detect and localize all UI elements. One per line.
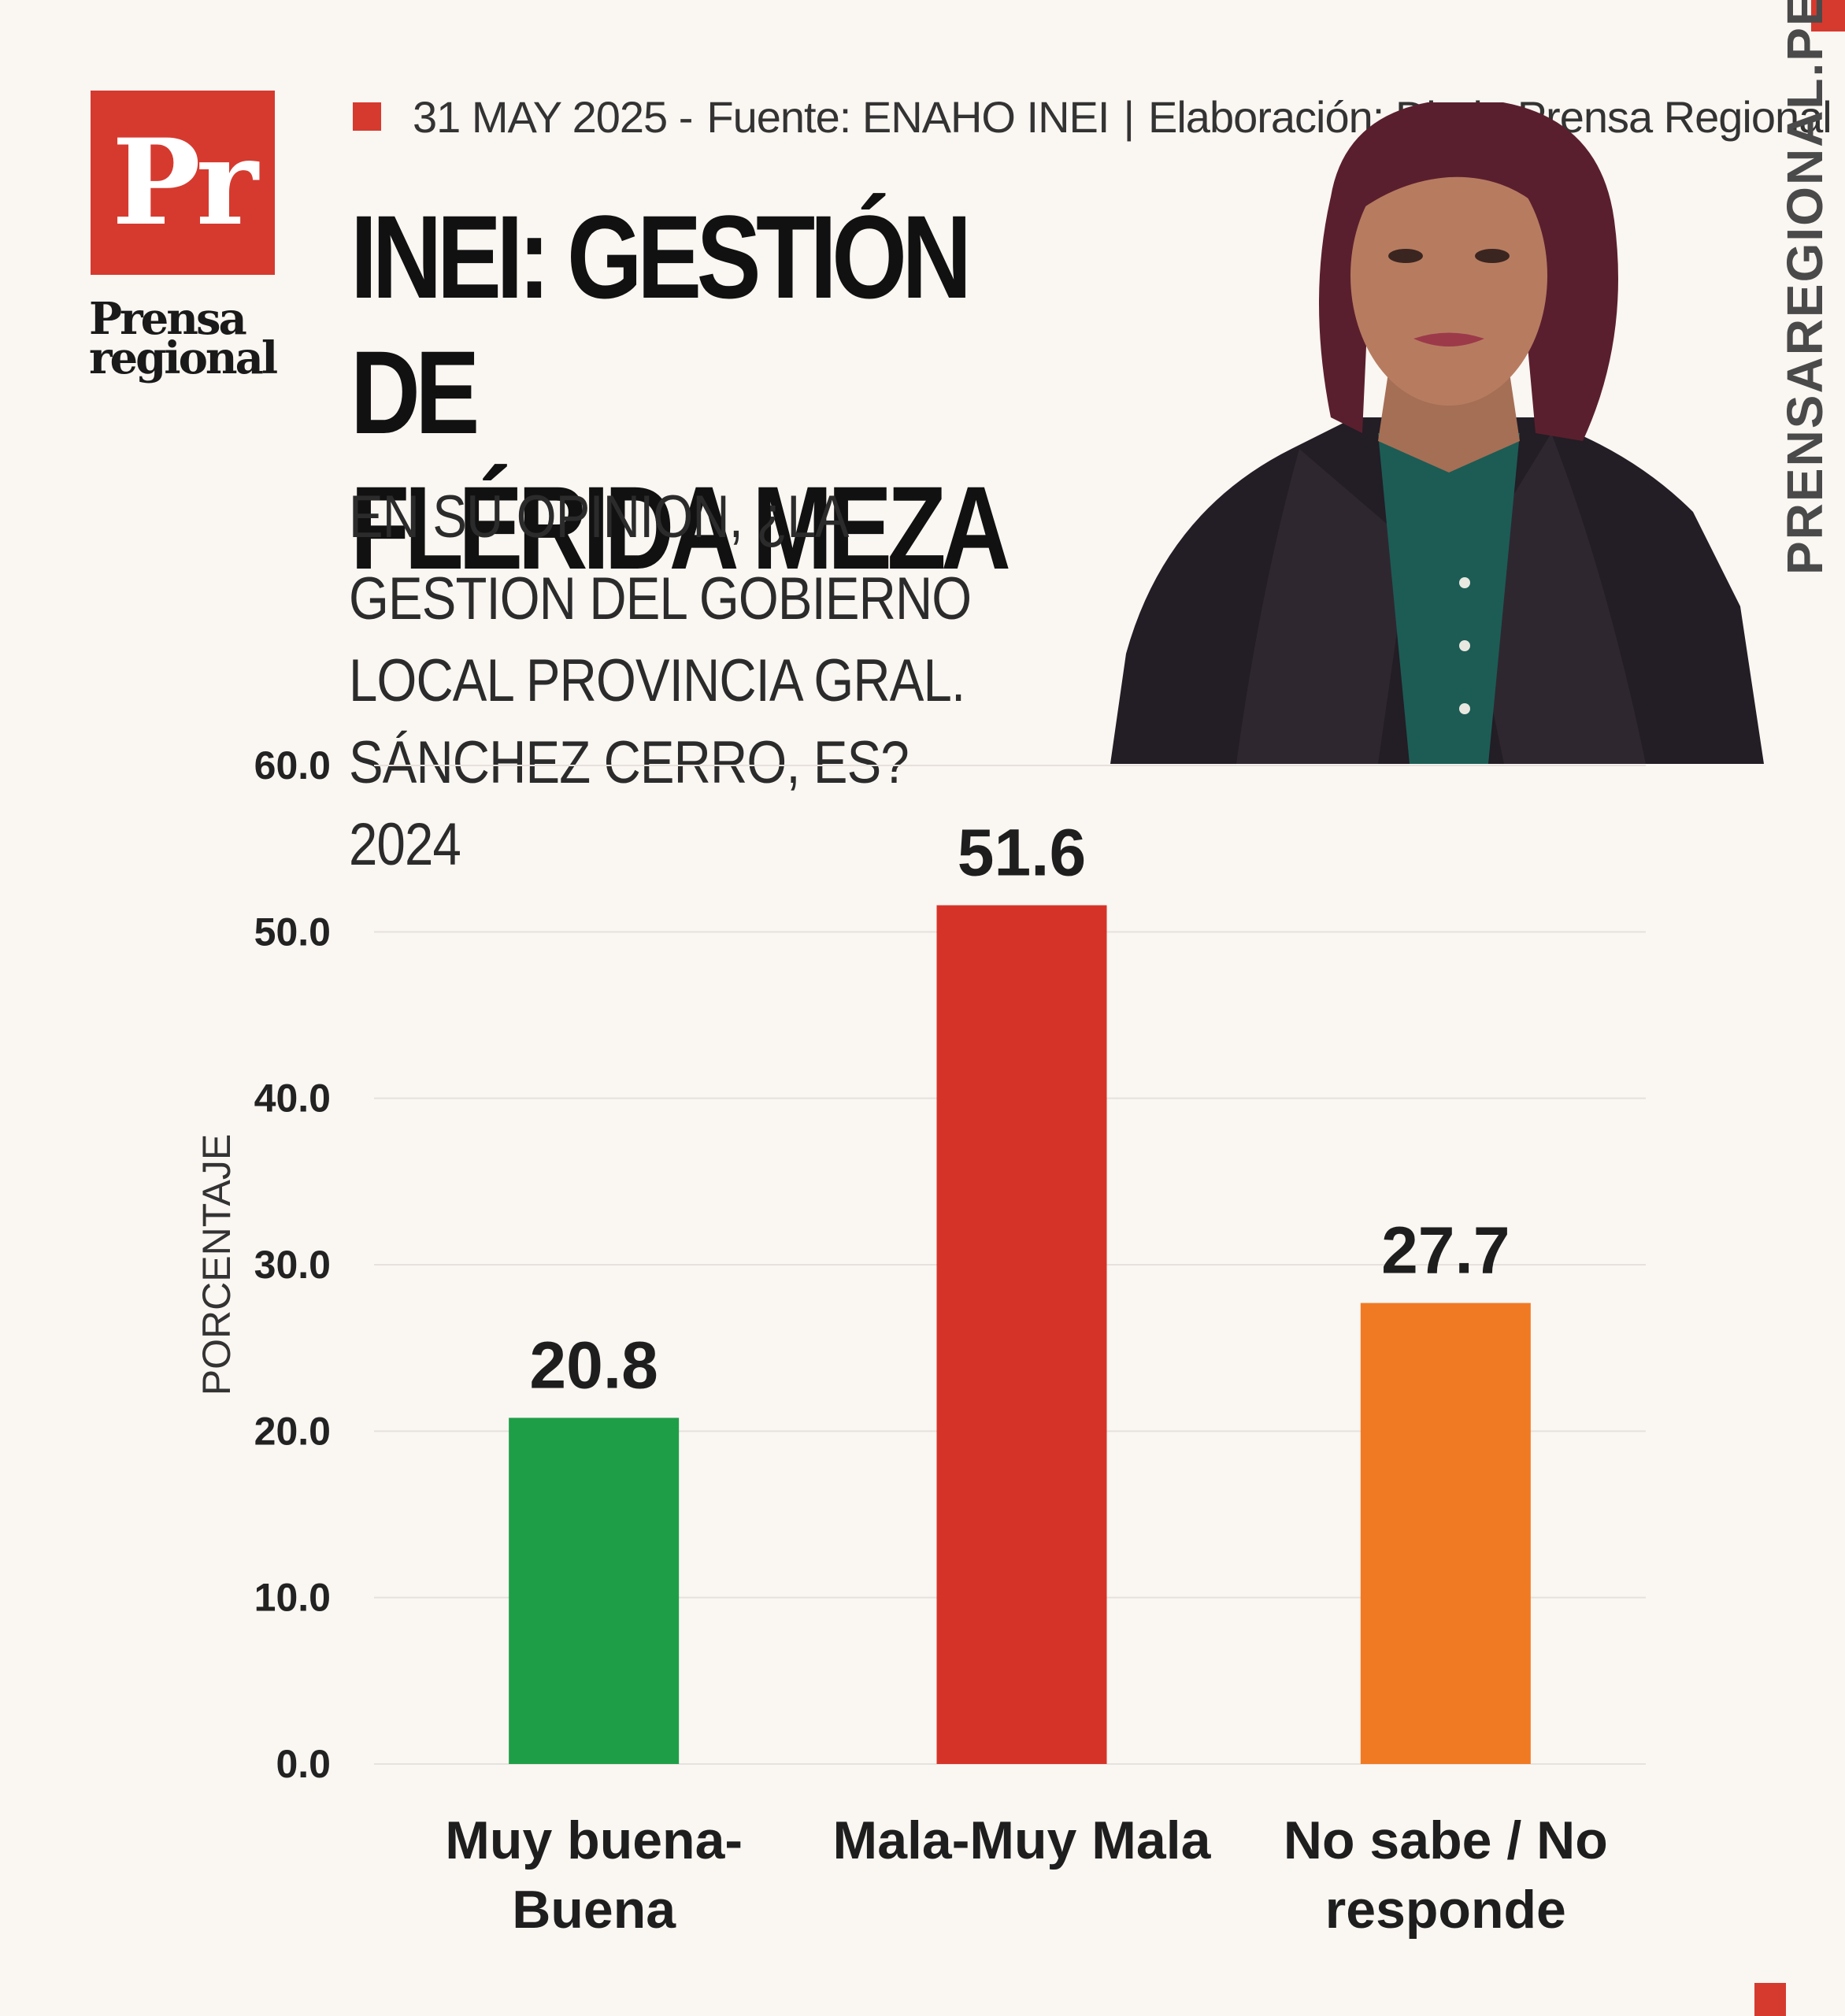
value-labels: 20.8 51.6 27.7 [529, 816, 1510, 1403]
title-line1: INEI: GESTIÓN DE [350, 191, 972, 458]
bar [509, 1418, 680, 1764]
logo-mark: Pr [91, 91, 275, 275]
chart-subtitle: EN SU OPINION, ¿LA GESTION DEL GOBIERNO … [349, 484, 972, 878]
date-text: 31 MAY 2025 - [413, 91, 693, 142]
category-label: Muy buena- [445, 1810, 743, 1870]
y-tick-label: 30.0 [254, 1243, 331, 1287]
square-bullet-icon [353, 102, 381, 131]
y-tick-label: 20.0 [254, 1409, 331, 1453]
logo-name-line2: regional [89, 332, 278, 384]
bars [509, 905, 1531, 1764]
category-label: No sabe / No [1284, 1810, 1608, 1870]
page-title: INEI: GESTIÓN DE FLÉRIDA MEZA [350, 189, 1061, 595]
logo-name: Prensa regional [89, 293, 282, 384]
bar [936, 905, 1107, 1764]
separator: | [1123, 91, 1135, 142]
portrait-photo [1110, 102, 1764, 764]
y-axis-label: PORCENTAJE [195, 1134, 239, 1395]
corner-accent-top [1811, 0, 1845, 32]
title-line2: FLÉRIDA MEZA [350, 461, 1011, 594]
category-label: Mala-Muy Mala [833, 1810, 1212, 1870]
bar [1360, 1303, 1531, 1764]
value-label: 20.8 [529, 1328, 658, 1402]
y-tick-label: 0.0 [276, 1742, 331, 1786]
category-labels: Muy buena- Buena Mala-Muy Mala No sabe / No… [445, 1810, 1607, 1940]
logo-name-line1: Prensa [89, 293, 247, 345]
y-tick-label: 60.0 [254, 743, 331, 788]
value-label: 27.7 [1381, 1214, 1510, 1288]
corner-accent-bottom [1754, 1983, 1786, 2016]
source-text: Fuente: ENAHO INEI [706, 91, 1110, 142]
logo-mark-text: Pr [112, 113, 258, 252]
category-label: Buena [512, 1880, 676, 1940]
y-tick-label: 50.0 [254, 910, 331, 954]
category-label: responde [1325, 1880, 1566, 1940]
y-tick-label: 40.0 [254, 1077, 331, 1121]
y-tick-label: 10.0 [254, 1576, 331, 1620]
value-label: 51.6 [958, 816, 1087, 890]
y-tick-labels: 0.0 10.0 20.0 30.0 40.0 50.0 60.0 [254, 743, 331, 1786]
